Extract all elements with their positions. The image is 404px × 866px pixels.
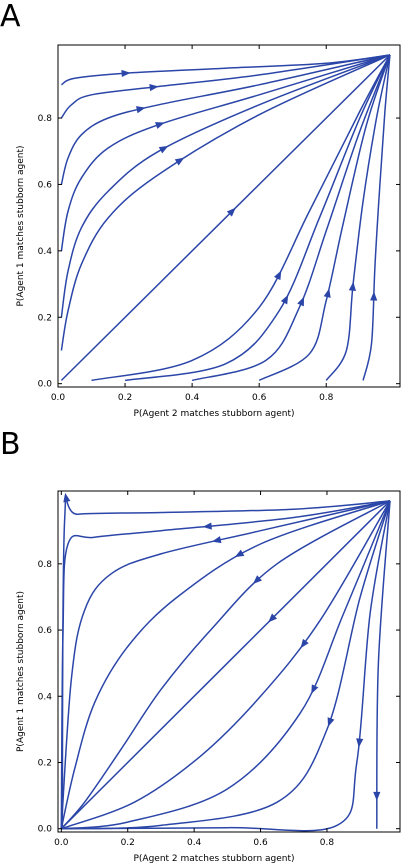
streamline-3 [60,500,391,829]
chart-panel-a: 0.0 0.2 0.4 0.6 0.8 0.0 0.2 0.4 0.6 0.8 P(Agent 2… [16,44,401,419]
y-tick-label: 0.4 [38,247,53,257]
direction-arrow-icon [252,575,262,584]
direction-arrow-icon [327,717,335,727]
x-tick-label: 0.2 [121,838,135,848]
x-tick-label: 0.2 [118,393,132,403]
x-tick-label: 0.4 [185,393,200,403]
y-tick-label: 0.6 [38,180,53,190]
direction-arrow-icon [174,157,185,166]
streamline-10 [191,54,391,382]
plot-frame-a [57,44,401,388]
direction-arrow-icon [226,207,236,217]
streamline-11 [376,500,391,829]
streamline-11 [258,54,391,382]
direction-arrow-icon [323,288,331,298]
x-tick-label: 0.0 [51,393,66,403]
plot-frame-b [57,490,401,833]
x-tick-label: 0.6 [252,393,267,403]
streamline-8 [61,500,391,830]
streamlines-a [60,54,391,382]
y-tick-label: 0.0 [38,825,53,835]
direction-arrow-icon [155,122,165,129]
ticks-a: 0.0 0.2 0.4 0.6 0.8 0.0 0.2 0.4 0.6 0.8 [38,45,400,403]
x-tick-label: 0.8 [319,393,334,403]
streamline-3 [60,54,391,185]
direction-arrow-icon [211,536,222,544]
y-tick-label: 0.8 [38,560,53,570]
direction-arrow-icon [297,296,305,307]
streamline-2 [60,500,391,829]
streamline-4 [60,54,391,252]
y-tick-label: 0.2 [38,313,52,323]
direction-arrow-icon [268,613,278,623]
streamlines-b [60,492,391,832]
direction-arrow-icon [300,638,309,649]
y-tick-label: 0.6 [38,626,53,636]
streamline-5 [60,54,391,318]
streamline-5 [60,500,391,830]
direction-arrow-icon [135,106,146,114]
x-axis-label-a: P(Agent 2 matches stubborn agent) [133,409,294,419]
direction-arrow-icon [356,738,364,748]
y-tick-label: 0.4 [38,692,53,702]
direction-arrow-icon [63,492,71,503]
direction-arrow-icon [158,145,169,154]
direction-arrow-icon [370,291,378,301]
streamline-6 [60,500,391,830]
streamline-13 [362,54,391,381]
y-tick-label: 0.0 [38,380,53,390]
x-tick-label: 0.0 [54,838,69,848]
direction-arrow-icon [311,684,319,695]
y-axis-label-b: P(Agent 1 matches stubborn agent) [16,591,26,752]
direction-arrow-icon [234,549,245,558]
streamline-12 [325,54,391,381]
y-axis-label-a: P(Agent 1 matches stubborn agent) [16,145,26,306]
streamline-9 [124,54,391,382]
panel-letter-b: B [0,427,21,462]
x-tick-label: 0.4 [187,838,202,848]
x-axis-label-b: P(Agent 2 matches stubborn agent) [133,854,294,864]
streamline-1 [60,54,390,86]
streamline-10 [61,500,391,832]
streamline-2 [60,54,391,119]
x-tick-label: 0.6 [253,838,268,848]
x-tick-label: 0.8 [320,838,335,848]
direction-arrow-icon [149,83,159,92]
panel-letter-a: A [0,0,21,34]
chart-panel-b: 0.0 0.2 0.4 0.6 0.8 0.0 0.2 0.4 0.6 0.8 P(Agent 2… [16,490,401,864]
streamline-7 [60,54,391,381]
direction-arrow-icon [348,281,356,292]
streamline-6 [60,54,391,351]
streamline-7 [61,500,391,830]
direction-arrow-icon [121,69,131,78]
streamline-9 [61,500,391,830]
ticks-b: 0.0 0.2 0.4 0.6 0.8 0.0 0.2 0.4 0.6 0.8 [38,491,400,848]
direction-arrow-icon [280,294,289,305]
direction-arrow-icon [373,791,381,801]
y-tick-label: 0.2 [38,758,52,768]
direction-arrow-icon [202,522,212,530]
direction-arrow-icon [273,270,282,281]
streamline-4 [60,500,391,829]
y-tick-label: 0.8 [38,114,53,124]
